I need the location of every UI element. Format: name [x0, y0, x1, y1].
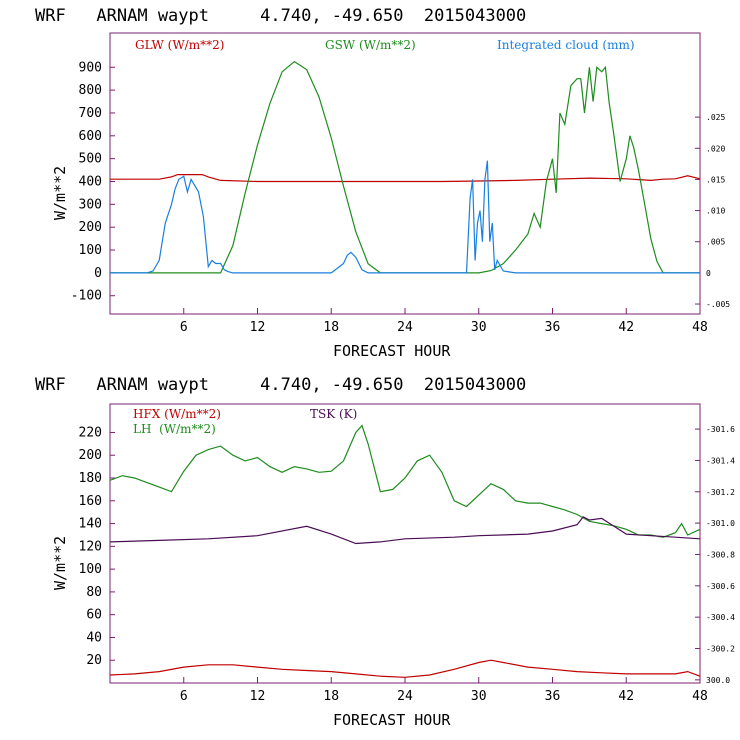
y-tick-label: 700 [79, 106, 102, 121]
x-tick-label: 42 [618, 689, 634, 704]
series-line-bottom-2 [109, 516, 701, 545]
y-tick-label: 0 [94, 266, 102, 281]
series-group-bottom [109, 424, 701, 678]
right-tick-label: -301.2 [706, 488, 735, 497]
series-line-top-0 [110, 174, 701, 183]
x-tick-label: 30 [471, 320, 487, 335]
right-tick-label: -300.4 [706, 613, 735, 622]
right-tick-label: -300.2 [706, 645, 735, 654]
y-tick-label: 200 [79, 220, 102, 235]
series-line-bottom-0 [109, 659, 701, 678]
y-tick-label: 40 [86, 630, 102, 645]
right-tick-label: -.005 [706, 300, 730, 309]
y-tick-label: 60 [86, 608, 102, 623]
series-line-top-1 [110, 60, 700, 274]
x-axis-ticks-bottom: 6 12 18 24 30 36 42 48 [180, 677, 708, 704]
right-tick-label: -300.6 [706, 582, 735, 591]
series-group-top [110, 60, 701, 274]
legend-tsk: TSK (K) [310, 407, 357, 421]
right-tick-label: -301.6 [706, 425, 735, 434]
y-tick-label: 500 [79, 152, 102, 167]
y-tick-label: 180 [79, 471, 102, 486]
x-tick-label: 42 [618, 320, 634, 335]
legend-glw: GLW (W/m**2) [135, 38, 224, 52]
series-line-top-2 [110, 160, 700, 274]
y-tick-label: 400 [79, 174, 102, 189]
ylabel-bottom: W/m**2 [51, 536, 69, 590]
right-tick-label: 0 [706, 269, 711, 278]
y-tick-label: 800 [79, 83, 102, 98]
x-tick-label: 6 [180, 689, 188, 704]
x-tick-label: 24 [397, 689, 413, 704]
title-bottom: WRF ARNAM waypt 4.740, -49.650 201504300… [35, 375, 526, 395]
ylabel-top: W/m**2 [51, 166, 69, 220]
y-tick-label: 600 [79, 129, 102, 144]
legend-hfx: HFX (W/m**2) [133, 407, 221, 421]
y-tick-label: 160 [79, 494, 102, 509]
right-tick-label: .025 [706, 113, 725, 122]
right-tick-label: -300.8 [706, 550, 735, 559]
y-tick-label: 300 [79, 197, 102, 212]
x-axis-ticks-top: 6 12 18 24 30 36 42 48 [180, 308, 708, 335]
plot-frame-top [109, 32, 701, 315]
y-tick-label: 100 [79, 562, 102, 577]
x-tick-label: 36 [545, 320, 561, 335]
right-tick-label: .015 [706, 175, 725, 184]
right-axis-ticks-top: -.005 0 .005 .010 .015 .020 .025 [695, 113, 730, 309]
x-tick-label: 12 [250, 689, 266, 704]
x-tick-label: 6 [180, 320, 188, 335]
y-tick-label: 20 [86, 653, 102, 668]
x-tick-label: 18 [323, 320, 339, 335]
xlabel-bottom: FORECAST HOUR [333, 711, 451, 729]
y-tick-label: 200 [79, 448, 102, 463]
legend-cloud: Integrated cloud (mm) [497, 38, 635, 52]
y-tick-label: 900 [79, 60, 102, 75]
y-tick-label: 80 [86, 585, 102, 600]
y-tick-label: 140 [79, 517, 102, 532]
y-tick-label: 220 [79, 425, 102, 440]
x-tick-label: 24 [397, 320, 413, 335]
x-tick-label: 18 [323, 689, 339, 704]
y-tick-label: 120 [79, 539, 102, 554]
legend-gsw: GSW (W/m**2) [325, 38, 416, 52]
title-top: WRF ARNAM waypt 4.740, -49.650 201504300… [35, 6, 526, 26]
right-tick-label: .020 [706, 144, 725, 153]
right-tick-label: .005 [706, 238, 725, 247]
right-tick-label: -301.4 [706, 456, 735, 465]
plot-frame-bottom [109, 403, 701, 684]
xlabel-top: FORECAST HOUR [333, 342, 451, 360]
x-tick-label: 48 [692, 320, 708, 335]
x-tick-label: 30 [471, 689, 487, 704]
x-tick-label: 36 [545, 689, 561, 704]
y-axis-ticks-top: -100 0 100 200 300 400 500 600 700 800 900 [71, 60, 115, 304]
right-tick-label: .010 [706, 207, 725, 216]
y-axis-ticks-bottom: 20 40 60 80 100 120 140 160 180 200 220 [79, 425, 115, 668]
right-axis-ticks-bottom: 300.0 -300.2 -300.4 -300.6 -300.8 -301.0 -301.… [695, 425, 735, 685]
y-tick-label: 100 [79, 243, 102, 258]
right-tick-label: 300.0 [706, 676, 730, 685]
legend-lh: LH (W/m**2) [133, 422, 216, 436]
x-tick-label: 48 [692, 689, 708, 704]
series-line-bottom-1 [109, 424, 701, 538]
y-tick-label: -100 [71, 289, 102, 304]
x-tick-label: 12 [250, 320, 266, 335]
right-tick-label: -301.0 [706, 519, 735, 528]
